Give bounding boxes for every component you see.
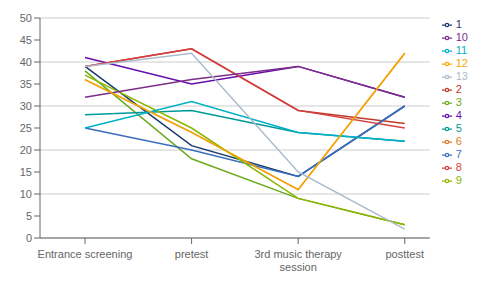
html-text:12: 12	[455, 57, 468, 69]
html-text:9: 9	[455, 174, 462, 186]
svg-text:20: 20	[20, 144, 32, 156]
html-text:13: 13	[455, 70, 468, 82]
svg-text:Entrance screening: Entrance screening	[38, 248, 133, 260]
html-text:3: 3	[455, 96, 462, 108]
svg-text:25: 25	[20, 122, 32, 134]
html-text:4: 4	[455, 109, 462, 121]
html-text:11: 11	[455, 44, 468, 56]
svg-text:pretest: pretest	[175, 248, 209, 260]
svg-text:3rd music therapysession: 3rd music therapysession	[254, 248, 342, 273]
svg-text:30: 30	[20, 100, 32, 112]
svg-text:40: 40	[20, 56, 32, 68]
html-text:1: 1	[455, 18, 462, 30]
html-text:5: 5	[455, 122, 462, 134]
html-text:10: 10	[455, 31, 468, 43]
svg-text:35: 35	[20, 78, 32, 90]
svg-text:45: 45	[20, 34, 32, 46]
html-text:8: 8	[455, 161, 462, 173]
svg-text:0: 0	[26, 232, 32, 244]
html-text:2: 2	[455, 83, 462, 95]
html-text:7: 7	[455, 148, 462, 160]
html-text:6: 6	[455, 135, 462, 147]
svg-text:5: 5	[26, 210, 32, 222]
svg-text:50: 50	[20, 12, 32, 24]
svg-text:posttest: posttest	[385, 248, 424, 260]
svg-text:15: 15	[20, 166, 32, 178]
svg-text:10: 10	[20, 188, 32, 200]
